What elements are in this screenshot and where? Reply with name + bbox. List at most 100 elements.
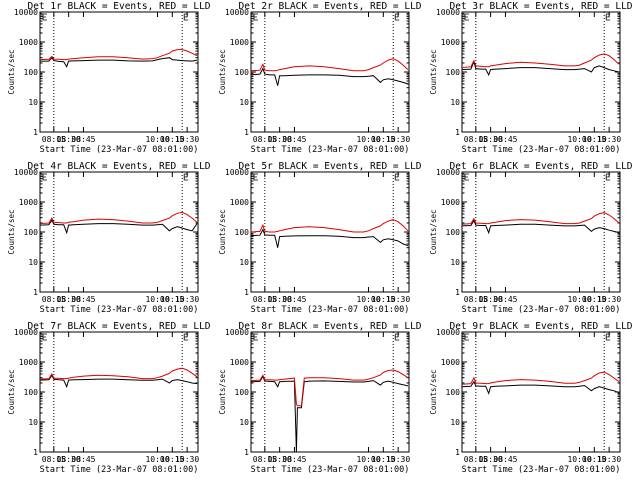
x-tick-label: 08:15 xyxy=(253,455,277,464)
y-tick-label: 1000 xyxy=(441,358,460,367)
x-tick-label: 08:30 xyxy=(268,295,292,304)
y-tick-label: 10 xyxy=(239,98,249,107)
x-axis-label: Start Time (23-Mar-07 08:01:00) xyxy=(462,305,621,315)
x-tick-label: 10:15 xyxy=(371,135,395,144)
x-axis-label: Start Time (23-Mar-07 08:01:00) xyxy=(462,465,621,475)
x-tick-label: 10:15 xyxy=(160,135,184,144)
x-tick-label: 08:30 xyxy=(268,455,292,464)
x-tick-label: 08:15 xyxy=(42,455,66,464)
interval-marker xyxy=(42,13,47,21)
y-tick-label: 1000 xyxy=(230,358,249,367)
y-tick-label: 1000 xyxy=(230,38,249,47)
plot-frame xyxy=(250,11,410,133)
y-tick-label: 100 xyxy=(446,228,461,237)
panel-6: Det 6r BLACK = Events, RED = LLD 1 10 100 10… xyxy=(429,161,633,315)
x-tick-label: 10:30 xyxy=(386,295,410,304)
x-tick-label: 08:15 xyxy=(253,135,277,144)
x-axis-label: Start Time (23-Mar-07 08:01:00) xyxy=(40,305,199,315)
series-events-line xyxy=(461,219,620,235)
x-tick-label: 10:30 xyxy=(597,455,621,464)
y-tick-label: 1 xyxy=(33,128,38,137)
series-events-line xyxy=(461,60,620,77)
panel-3: Det 3r BLACK = Events, RED = LLD 1 10 100 10… xyxy=(429,1,633,155)
x-tick-label: 10:15 xyxy=(371,455,395,464)
x-tick-label: 08:15 xyxy=(42,135,66,144)
panel-title: Det 4r BLACK = Events, RED = LLD xyxy=(27,161,210,172)
series-events-line xyxy=(250,228,409,248)
y-tick-label: 10 xyxy=(28,98,38,107)
x-tick-label: 10:30 xyxy=(597,295,621,304)
series-events-line xyxy=(250,67,409,86)
series-events-line xyxy=(250,375,409,453)
x-tick-label: 10:15 xyxy=(582,295,606,304)
interval-marker xyxy=(394,13,400,21)
x-tick-label: 08:45 xyxy=(71,455,95,464)
interval-marker xyxy=(253,13,258,21)
panel-title: Det 9r BLACK = Events, RED = LLD xyxy=(449,321,632,332)
y-axis-label: Counts/sec xyxy=(429,49,438,94)
interval-marker xyxy=(605,173,611,181)
x-tick-label: 08:45 xyxy=(493,135,517,144)
y-tick-label: 10000 xyxy=(436,328,460,337)
plot-frame xyxy=(39,11,199,133)
y-axis-label: Counts/sec xyxy=(429,369,438,414)
x-axis-label: Start Time (23-Mar-07 08:01:00) xyxy=(251,145,410,155)
interval-marker xyxy=(42,173,47,181)
series-lld-line xyxy=(39,367,198,380)
x-tick-label: 08:45 xyxy=(71,135,95,144)
y-tick-label: 1000 xyxy=(441,198,460,207)
y-tick-label: 1 xyxy=(33,288,38,297)
interval-marker xyxy=(605,13,611,21)
y-axis-label: Counts/sec xyxy=(7,49,16,94)
panel-title: Det 2r BLACK = Events, RED = LLD xyxy=(238,1,421,12)
x-tick-label: 08:30 xyxy=(479,455,503,464)
y-axis-label: Counts/sec xyxy=(429,209,438,254)
interval-marker xyxy=(394,333,400,341)
interval-marker xyxy=(183,13,189,21)
interval-marker xyxy=(42,333,47,341)
x-tick-label: 08:30 xyxy=(479,295,503,304)
x-tick-label: 10:15 xyxy=(160,295,184,304)
y-tick-label: 10000 xyxy=(225,328,249,337)
y-tick-label: 10 xyxy=(239,258,249,267)
panel-title: Det 5r BLACK = Events, RED = LLD xyxy=(238,161,421,172)
y-tick-label: 10 xyxy=(450,418,460,427)
interval-marker xyxy=(464,333,469,341)
panel-4: Det 4r BLACK = Events, RED = LLD 1 10 100 10… xyxy=(7,161,211,315)
x-tick-label: 10:00 xyxy=(356,135,380,144)
panel-title: Det 1r BLACK = Events, RED = LLD xyxy=(27,1,210,12)
x-tick-label: 10:00 xyxy=(356,455,380,464)
series-lld-line xyxy=(39,49,198,61)
y-tick-label: 10000 xyxy=(225,8,249,17)
x-tick-label: 08:45 xyxy=(282,295,306,304)
y-tick-label: 1000 xyxy=(230,198,249,207)
y-tick-label: 100 xyxy=(24,228,39,237)
panel-title: Det 7r BLACK = Events, RED = LLD xyxy=(27,321,210,332)
interval-marker xyxy=(605,333,611,341)
y-tick-label: 10 xyxy=(28,418,38,427)
x-tick-label: 10:30 xyxy=(597,135,621,144)
x-tick-label: 10:15 xyxy=(160,455,184,464)
x-axis-label: Start Time (23-Mar-07 08:01:00) xyxy=(251,465,410,475)
plot-frame xyxy=(461,171,621,293)
x-tick-label: 10:00 xyxy=(145,295,169,304)
x-tick-label: 10:30 xyxy=(175,295,199,304)
y-tick-label: 1 xyxy=(244,448,249,457)
x-tick-label: 08:45 xyxy=(71,295,95,304)
y-tick-label: 10000 xyxy=(436,8,460,17)
x-tick-label: 10:15 xyxy=(582,135,606,144)
x-tick-label: 10:00 xyxy=(567,295,591,304)
y-tick-label: 100 xyxy=(235,228,250,237)
y-tick-label: 1 xyxy=(455,128,460,137)
x-tick-label: 08:30 xyxy=(479,135,503,144)
plot-frame xyxy=(39,171,199,293)
y-tick-label: 10 xyxy=(239,418,249,427)
y-tick-label: 10000 xyxy=(436,168,460,177)
series-lld-line xyxy=(250,58,409,72)
x-axis-label: Start Time (23-Mar-07 08:01:00) xyxy=(251,305,410,315)
interval-marker xyxy=(464,173,469,181)
plot-frame xyxy=(39,331,199,453)
panel-7: Det 7r BLACK = Events, RED = LLD 1 10 100 10… xyxy=(7,321,211,475)
interval-marker xyxy=(183,173,189,181)
